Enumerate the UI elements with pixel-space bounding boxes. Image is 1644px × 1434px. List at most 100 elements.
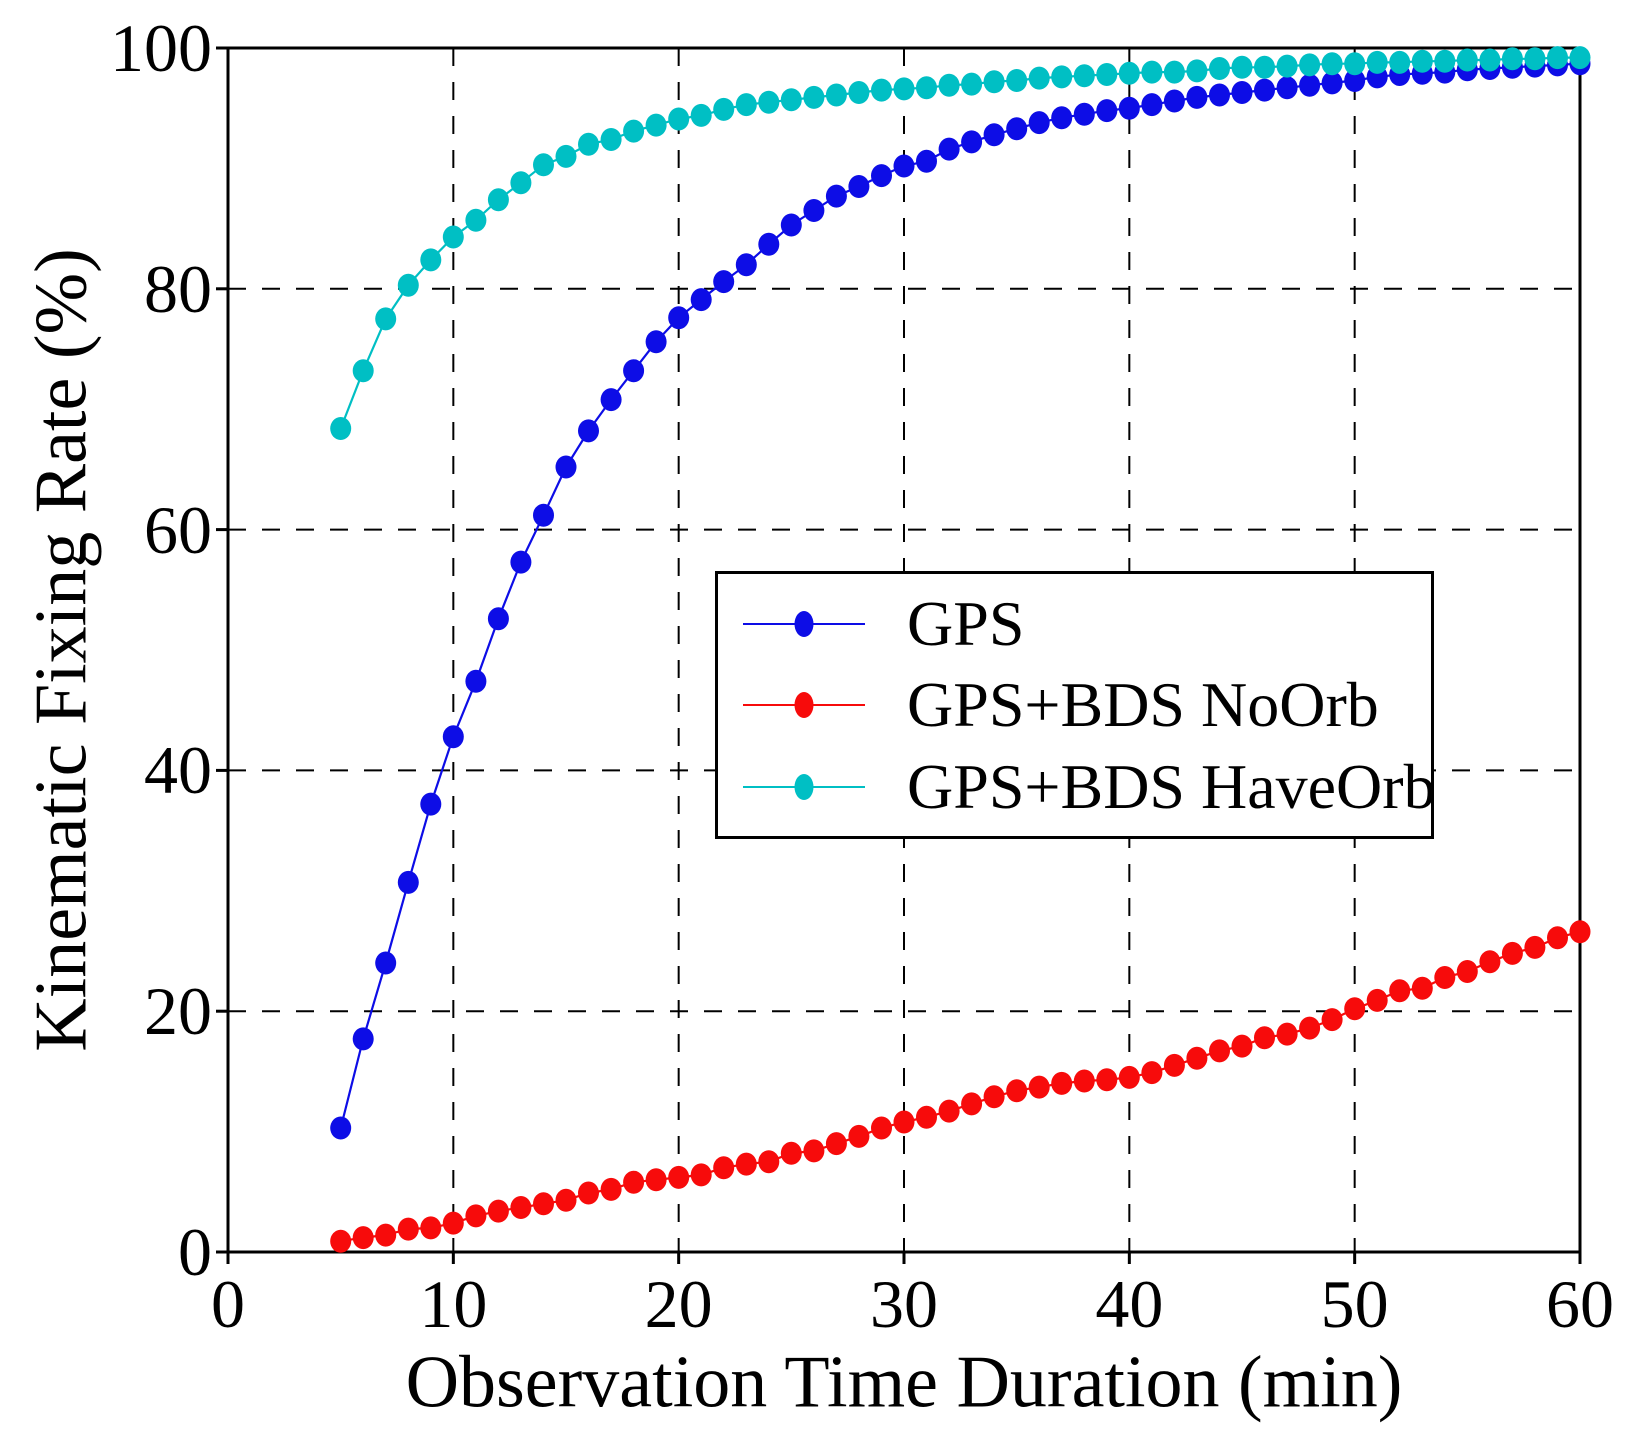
data-point: [938, 1099, 960, 1123]
data-point: [1524, 47, 1546, 71]
y-tick-label: 100: [110, 10, 212, 86]
data-point: [1051, 65, 1073, 89]
data-point: [758, 232, 780, 256]
data-point: [1186, 1046, 1208, 1070]
data-point: [600, 1177, 622, 1201]
data-point: [578, 419, 599, 443]
data-point: [961, 1092, 983, 1116]
data-point: [1118, 61, 1140, 85]
data-point: [487, 607, 509, 631]
data-point: [780, 1141, 802, 1165]
data-point: [668, 306, 690, 330]
data-point: [1186, 59, 1208, 83]
data-point: [1299, 53, 1321, 77]
data-point: [1163, 60, 1185, 84]
data-point: [1501, 47, 1523, 71]
data-point: [578, 1181, 599, 1205]
data-point: [352, 359, 374, 383]
data-point: [442, 225, 464, 249]
data-point: [871, 164, 892, 188]
data-point: [1141, 1061, 1163, 1085]
data-point: [1028, 111, 1050, 135]
x-tick-label: 10: [419, 1266, 488, 1342]
data-point: [465, 1204, 487, 1228]
data-point: [938, 73, 960, 97]
data-point: [1547, 926, 1568, 950]
legend-marker-gps-bds-haveorb: [743, 772, 865, 802]
data-point: [645, 113, 667, 137]
data-point: [668, 1165, 690, 1189]
data-point: [735, 253, 757, 277]
data-point: [330, 417, 352, 440]
series-line-2: [339, 56, 1580, 429]
data-point: [758, 90, 780, 114]
data-point: [1411, 976, 1433, 1000]
data-point: [555, 1188, 577, 1212]
legend-row-gps-bds-noorb: GPS+BDS NoOrb: [718, 673, 1431, 737]
data-point: [623, 359, 645, 383]
data-point: [713, 97, 735, 121]
data-point: [510, 171, 532, 195]
data-point: [735, 93, 757, 117]
data-point: [1389, 979, 1411, 1003]
plot-frame: [226, 46, 1582, 1254]
data-point: [420, 248, 442, 272]
data-point: [533, 153, 554, 177]
data-point: [600, 128, 622, 151]
y-tick-label: 40: [144, 732, 212, 809]
data-point: [1569, 46, 1591, 70]
data-point: [600, 388, 622, 412]
data-point: [848, 1124, 870, 1148]
data-point: [803, 1139, 825, 1163]
x-tick-label: 30: [870, 1266, 938, 1342]
data-point: [330, 1116, 352, 1140]
data-point: [487, 188, 509, 212]
legend-label-gps-bds-haveorb: GPS+BDS HaveOrb: [907, 750, 1436, 822]
data-point: [871, 1116, 892, 1140]
data-point: [510, 1196, 532, 1219]
data-point: [465, 208, 487, 232]
data-point: [1479, 950, 1501, 974]
series-line-1: [340, 930, 1581, 1243]
data-point: [487, 1199, 509, 1223]
data-point: [893, 1110, 915, 1134]
legend-label-gps: GPS: [907, 587, 1025, 659]
data-point: [533, 503, 554, 527]
data-point: [1321, 52, 1343, 76]
data-point: [871, 78, 892, 102]
data-point: [1456, 48, 1478, 72]
data-point: [1366, 988, 1388, 1012]
data-point: [1073, 102, 1095, 126]
data-point: [623, 1170, 645, 1194]
data-point: [668, 107, 690, 131]
data-point: [352, 1226, 374, 1250]
data-point: [623, 119, 645, 143]
data-point: [758, 1150, 780, 1174]
data-point: [1411, 49, 1433, 73]
data-point: [375, 1223, 397, 1247]
y-axis-title: Kinematic Fixing Rate (%): [20, 248, 103, 1052]
data-point: [1006, 69, 1028, 92]
data-point: [1344, 997, 1366, 1021]
data-point: [825, 83, 847, 107]
data-point: [1276, 76, 1298, 100]
x-axis-title: Observation Time Duration (min): [405, 1341, 1403, 1424]
data-point: [352, 1027, 374, 1051]
legend-label-gps-bds-noorb: GPS+BDS NoOrb: [907, 669, 1379, 740]
data-point: [1209, 1039, 1230, 1063]
data-point: [442, 1211, 464, 1235]
data-point: [645, 1168, 667, 1192]
data-point: [1569, 920, 1591, 944]
legend-dot-icon: [794, 610, 814, 637]
legend-marker-gps: [743, 609, 865, 639]
data-point: [1141, 93, 1163, 117]
data-point: [1141, 60, 1163, 84]
data-point: [397, 870, 419, 894]
data-point: [1299, 1016, 1321, 1040]
data-point: [780, 213, 802, 237]
y-tick-label: 60: [144, 491, 212, 568]
legend-dot-icon: [794, 692, 814, 718]
data-point: [1209, 83, 1230, 107]
data-point: [1028, 1075, 1050, 1099]
